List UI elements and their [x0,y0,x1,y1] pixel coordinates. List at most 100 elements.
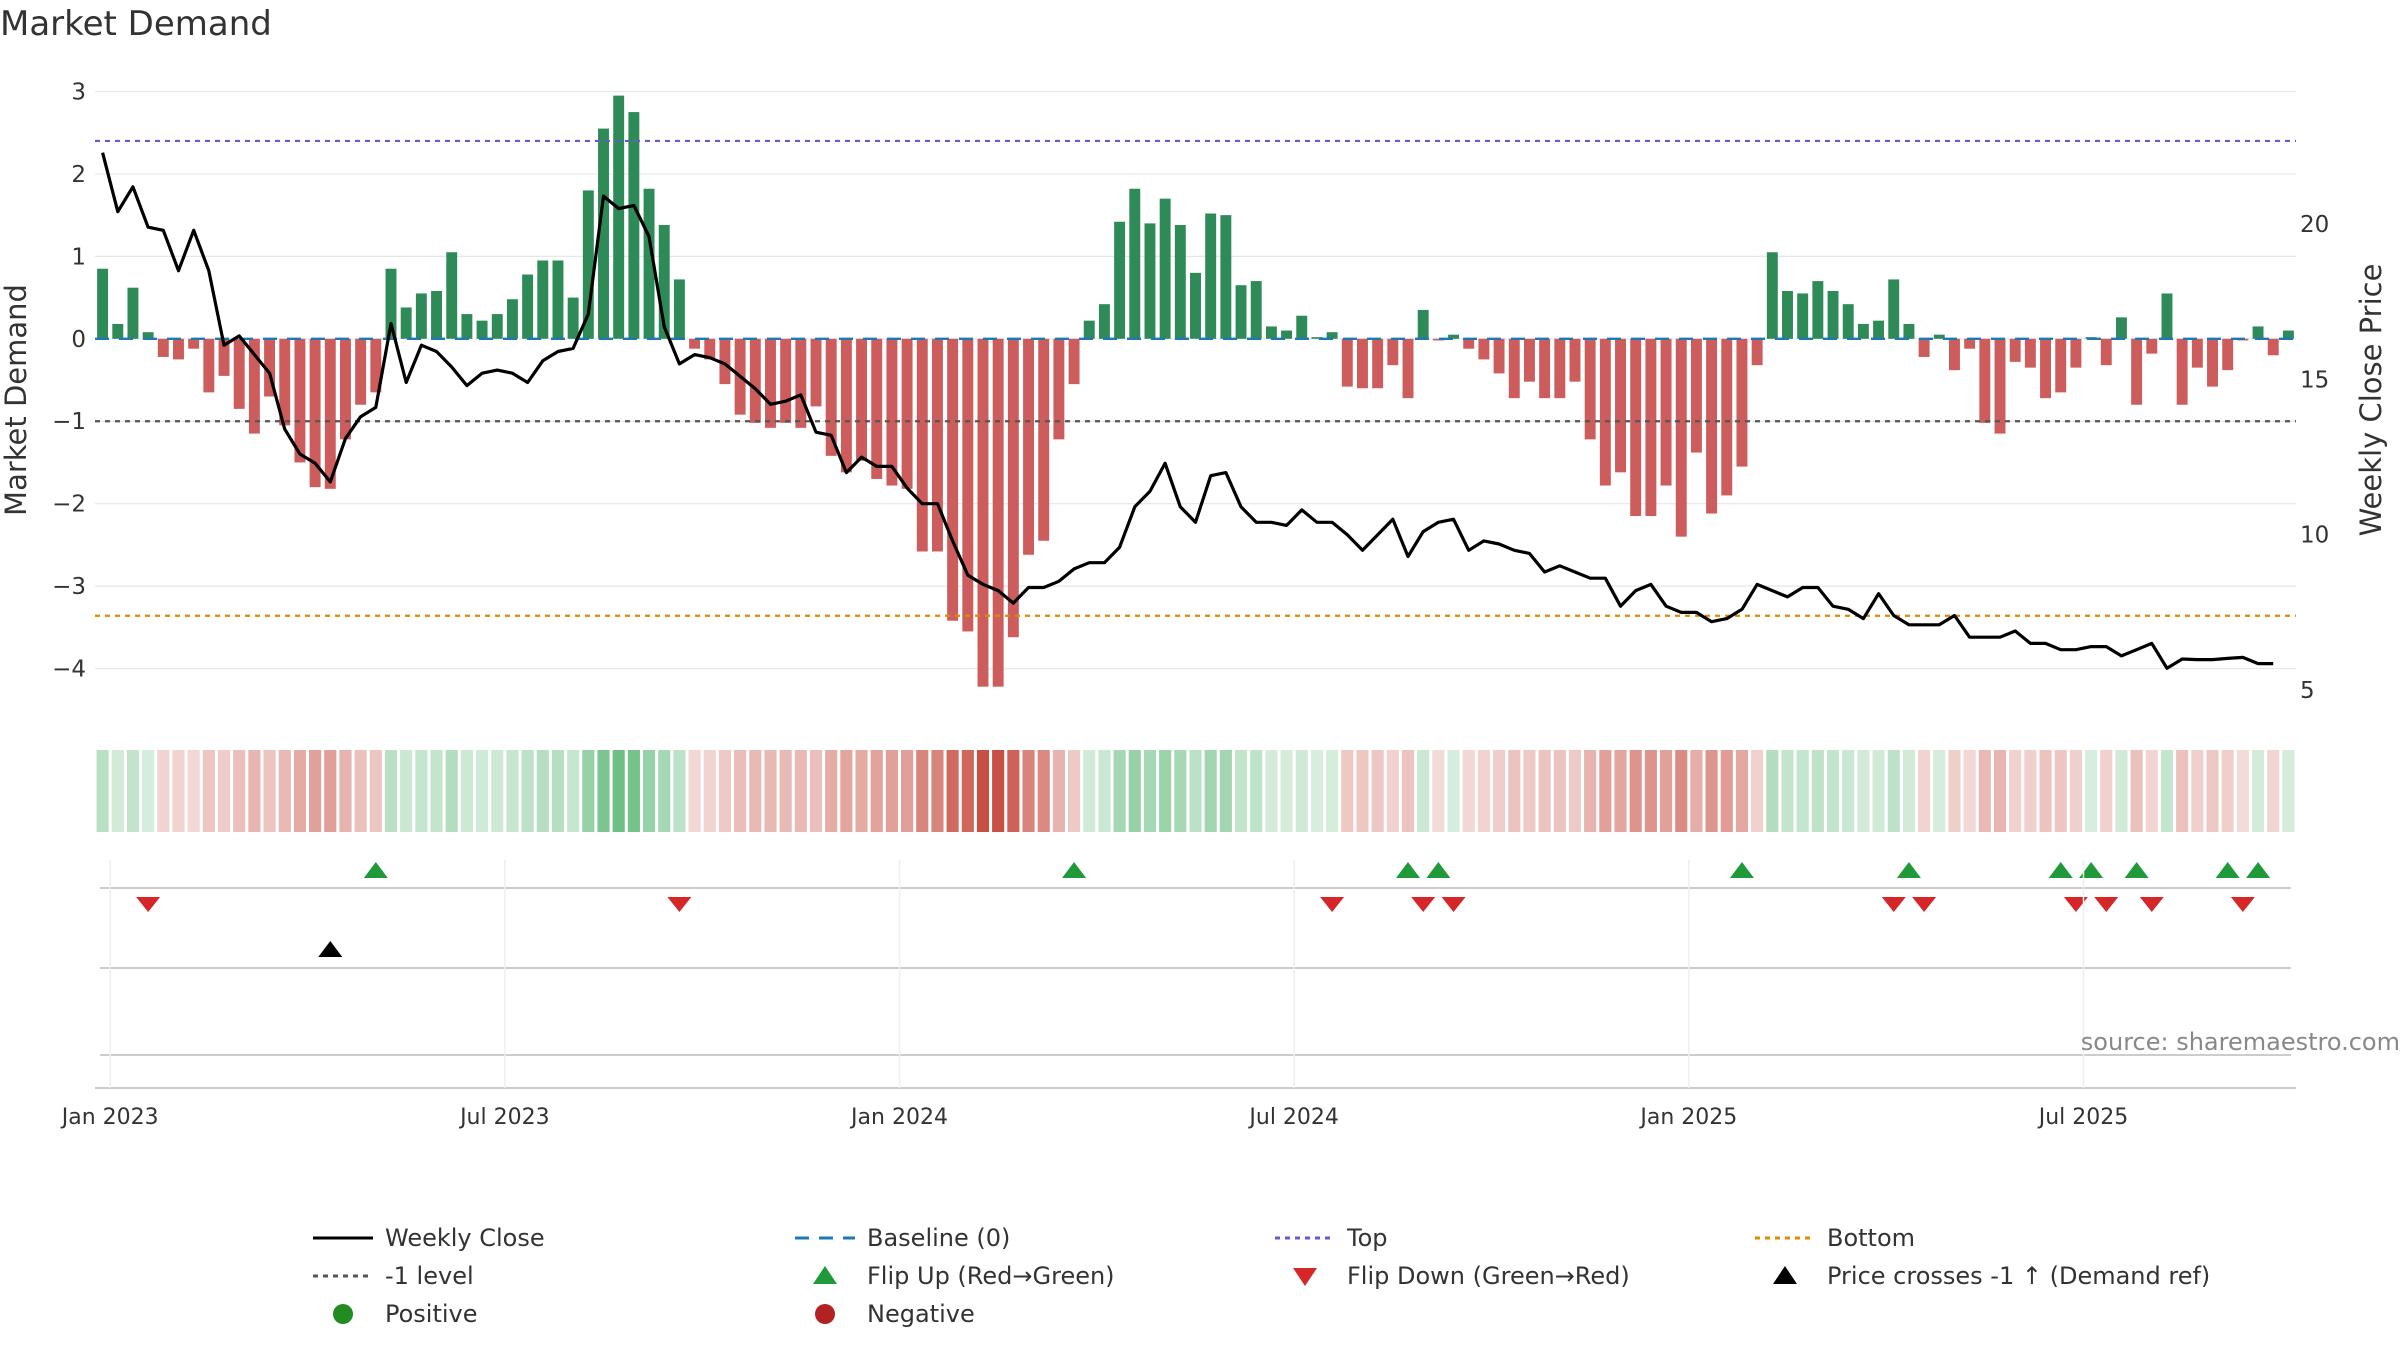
heat-cell [1113,750,1126,832]
demand-bar [446,252,458,339]
heat-cell [885,750,898,832]
heat-cell [597,750,610,832]
heat-cell [339,750,352,832]
cross-markers-panel [100,941,2291,1056]
heat-cell [642,750,656,832]
demand-bar [1463,338,1475,349]
demand-bar [1311,337,1323,339]
demand-bar [1873,320,1885,339]
legend-label: Top [1346,1224,1388,1252]
heat-cell [992,750,1005,832]
heat-cell [658,750,671,832]
y-tick-label-right: 5 [2300,678,2315,704]
heat-cell [2100,750,2113,832]
demand-bar [552,260,564,339]
heat-cell [384,750,398,832]
demand-bar [1023,338,1034,555]
demand-bar [2191,338,2203,368]
heat-cell [749,750,762,832]
demand-bar [2070,338,2082,368]
heat-cell [126,750,140,832]
demand-bar [1478,338,1490,360]
demand-bar [2222,338,2234,371]
demand-bar [2161,293,2173,339]
weekly-close-line [101,152,2274,670]
chart-title: Market Demand [0,4,272,44]
demand-bar [1129,188,1141,339]
demand-bar [1706,338,1718,514]
x-tick-label: Jan 2023 [60,1105,159,1130]
heat-cell [1948,750,1961,832]
demand-bar [1933,334,1945,339]
demand-bar [188,338,200,349]
heat-cell [1462,750,1475,832]
demand-bar [871,338,883,479]
heat-cell [1280,750,1293,832]
heat-cell [293,750,306,832]
demand-bar [142,332,154,339]
flip-down-marker [1441,897,1466,912]
demand-bar [1341,338,1353,387]
demand-bar [719,338,731,385]
heat-cell [1508,750,1521,832]
heat-cell [612,750,625,832]
legend-swatch [333,1304,353,1324]
heat-cell [1386,750,1399,832]
legend-swatch [813,1266,837,1284]
heat-cell [369,750,382,832]
demand-bar [1736,338,1748,467]
flip-up-marker [363,862,388,878]
heat-cell [1857,750,1870,832]
demand-bar [1053,338,1065,440]
heat-cell [157,750,170,832]
demand-bar [1645,338,1657,517]
demand-bar [1417,309,1429,339]
demand-bar [1190,272,1201,339]
heat-cell [263,750,276,832]
x-tick-label: Jan 2024 [849,1105,948,1130]
heat-cell [976,750,990,832]
demand-bar [294,338,306,463]
heat-cell [1644,750,1657,832]
heat-cell [1295,750,1308,832]
demand-bar [916,338,928,552]
legend-swatch [815,1304,835,1324]
y-tick-label-right: 10 [2300,523,2329,549]
demand-bar [1812,281,1824,339]
legend-swatch [1293,1268,1317,1286]
demand-bar [1964,338,1976,349]
demand-bar [491,314,503,339]
demand-bar [1979,338,1991,423]
reference-lines [95,139,2296,617]
heat-cell [840,750,853,832]
heat-cell [2024,750,2037,832]
heat-cell [779,750,792,832]
heat-cell [1584,750,1597,832]
demand-bar [431,290,442,339]
demand-bar [248,338,260,434]
demand-bar [765,338,776,428]
demand-bar [1159,198,1171,339]
x-tick-label: Jul 2025 [2037,1105,2129,1130]
demand-bar [1402,338,1414,399]
heat-cell [1599,750,1612,832]
heat-cell [1401,750,1415,832]
heat-cell [794,750,807,832]
heat-cell [916,750,929,832]
heat-cell [172,750,185,832]
flip-up-marker [2079,862,2104,878]
demand-bar [673,279,685,339]
flip-up-marker [2124,862,2149,878]
demand-bar [415,293,427,339]
heat-cell [1826,750,1840,832]
heat-cell [1902,750,1915,832]
x-tick-label: Jul 2023 [458,1105,550,1130]
x-tick-label: Jan 2025 [1638,1105,1737,1130]
heat-cell [1690,750,1703,832]
demand-bar [339,338,351,440]
demand-bar [810,338,822,407]
demand-bar [400,307,412,339]
heat-cell [2176,750,2189,832]
heat-cell [1447,750,1460,832]
demand-bar [355,338,367,405]
